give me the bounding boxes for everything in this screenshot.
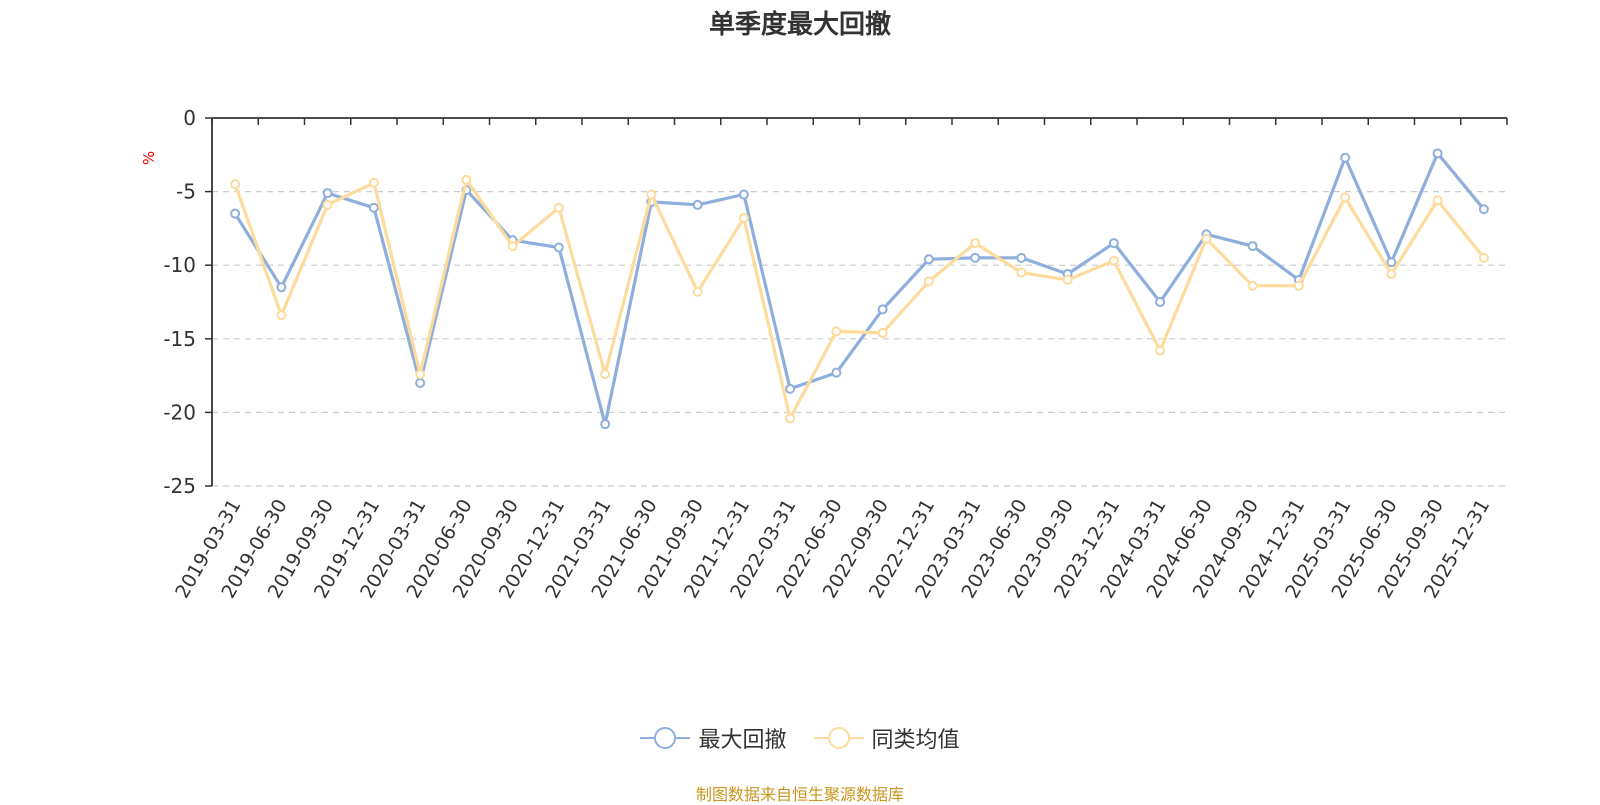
data-point	[600, 419, 611, 430]
data-point	[1340, 192, 1351, 203]
data-point	[1386, 269, 1397, 280]
data-point	[923, 276, 934, 287]
data-point	[1155, 345, 1166, 356]
data-point	[1062, 274, 1073, 285]
series-line	[233, 178, 1486, 420]
legend-line-circle-icon	[813, 727, 864, 749]
data-point	[831, 367, 842, 378]
data-point	[692, 286, 703, 297]
y-tick-label: -25	[163, 474, 196, 498]
data-point	[831, 326, 842, 337]
data-point	[1016, 267, 1027, 278]
data-point	[230, 208, 241, 219]
data-point	[600, 369, 611, 380]
y-tick-label: -15	[163, 327, 196, 351]
data-point	[738, 189, 749, 200]
data-point	[1432, 195, 1443, 206]
series-line	[233, 151, 1486, 426]
data-point	[276, 282, 287, 293]
y-tick-label: 0	[183, 106, 196, 130]
data-point	[415, 377, 426, 388]
legend-label: 最大回撤	[698, 728, 787, 753]
data-point	[877, 304, 888, 315]
data-point	[785, 413, 796, 424]
legend-item-series-0[interactable]: 最大回撤	[640, 722, 787, 754]
data-point	[553, 202, 564, 213]
data-point	[1478, 252, 1489, 263]
y-tick-label: -10	[163, 253, 196, 277]
y-tick-label: -5	[176, 180, 196, 204]
y-tick-label: -20	[163, 400, 196, 424]
data-point	[368, 177, 379, 188]
data-point	[276, 310, 287, 321]
data-point	[553, 242, 564, 253]
legend: 最大回撤 同类均值	[0, 722, 1600, 756]
data-point	[230, 179, 241, 190]
data-point	[322, 188, 333, 199]
data-point	[1340, 152, 1351, 163]
gridlines	[212, 191, 1507, 487]
data-point	[877, 327, 888, 338]
data-point	[415, 369, 426, 380]
data-point	[322, 199, 333, 210]
data-point	[1016, 252, 1027, 263]
data-point	[368, 202, 379, 213]
series-1	[230, 174, 1489, 424]
data-point	[923, 254, 934, 265]
source-note: 制图数据来自恒生聚源数据库	[695, 785, 904, 804]
data-point	[970, 252, 981, 263]
data-point	[738, 213, 749, 224]
data-point	[1293, 280, 1304, 291]
axes: 0-5-10-15-20-252019-03-312019-06-302019-…	[163, 106, 1508, 602]
legend-item-series-1[interactable]: 同类均值	[813, 722, 960, 754]
data-point	[1247, 280, 1258, 291]
data-point	[785, 383, 796, 394]
series-lines	[230, 148, 1489, 430]
data-point	[1108, 238, 1119, 249]
data-point	[1108, 255, 1119, 266]
data-point	[970, 238, 981, 249]
data-point	[461, 174, 472, 185]
data-point	[1478, 204, 1489, 215]
data-point	[1386, 257, 1397, 268]
data-point	[1432, 148, 1443, 159]
y-axis-unit-label: %	[140, 151, 158, 165]
data-point	[1201, 233, 1212, 244]
data-point	[1247, 241, 1258, 252]
legend-label: 同类均值	[871, 728, 960, 753]
data-point	[1155, 297, 1166, 307]
data-point	[507, 241, 518, 252]
data-point	[646, 189, 657, 200]
data-point	[692, 199, 703, 210]
chart-title: 单季度最大回撤	[708, 10, 891, 40]
legend-line-circle-icon	[640, 727, 691, 749]
